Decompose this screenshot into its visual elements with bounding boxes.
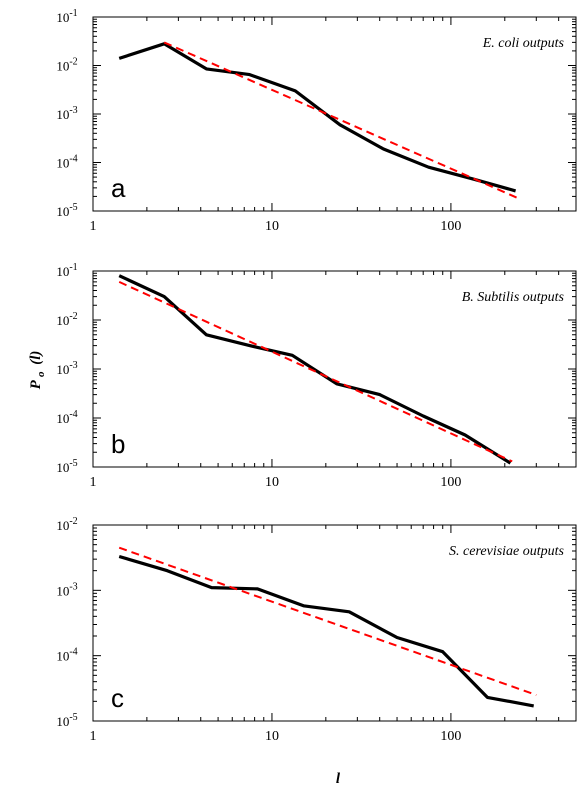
data-line (118, 274, 512, 465)
x-tick-label: 100 (440, 475, 461, 490)
panel-annotation: S. cerevisiae outputs (449, 544, 565, 559)
y-tick-base: 10 (56, 411, 69, 426)
y-tick-exponent: -2 (69, 57, 77, 68)
y-tick-exponent: -1 (69, 8, 77, 19)
y-tick-base: 10 (56, 59, 69, 74)
y-tick-base: 10 (56, 649, 69, 664)
x-tick-label: 1 (90, 729, 97, 744)
y-tick-base: 10 (56, 518, 69, 533)
y-tick-exponent: -5 (69, 458, 77, 469)
y-tick-base: 10 (56, 583, 69, 598)
y-tick-base: 10 (56, 264, 69, 279)
y-tick-exponent: -3 (69, 360, 77, 371)
y-tick-base: 10 (56, 313, 69, 328)
x-tick-label: 100 (440, 729, 461, 744)
y-tick-exponent: -4 (69, 154, 77, 165)
x-tick-label: 10 (265, 219, 279, 234)
fit-line (163, 41, 520, 200)
y-tick-base: 10 (56, 460, 69, 475)
y-tick-exponent: -5 (69, 202, 77, 213)
y-tick-label: 10-4 (56, 409, 77, 426)
y-tick-exponent: -2 (69, 516, 77, 527)
x-tick-label: 1 (90, 475, 97, 490)
y-tick-label: 10-1 (56, 262, 77, 279)
panel-annotation: E. coli outputs (482, 36, 565, 51)
y-axis-label-main: P (28, 379, 44, 389)
x-tick-label: 100 (440, 219, 461, 234)
y-tick-exponent: -2 (69, 311, 77, 322)
y-tick-exponent: -3 (69, 105, 77, 116)
y-tick-base: 10 (56, 362, 69, 377)
panel-letter: c (111, 683, 124, 713)
y-tick-exponent: -5 (69, 712, 77, 723)
y-axis-label-argument: (l) (28, 351, 44, 365)
panel-annotation: B. Subtilis outputs (462, 290, 565, 305)
y-tick-label: 10-3 (56, 105, 77, 122)
y-tick-label: 10-2 (56, 311, 77, 328)
x-axis-label: l (336, 771, 341, 787)
y-tick-label: 10-4 (56, 647, 77, 664)
y-tick-label: 10-5 (56, 202, 77, 219)
y-axis-label-subscript: o (35, 371, 47, 377)
data-line (118, 42, 517, 193)
x-tick-label: 10 (265, 729, 279, 744)
y-tick-exponent: -3 (69, 581, 77, 592)
fit-line (118, 280, 513, 463)
x-tick-label: 10 (265, 475, 279, 490)
y-tick-label: 10-3 (56, 581, 77, 598)
y-tick-exponent: -1 (69, 262, 77, 273)
fit-line (118, 546, 537, 696)
y-tick-base: 10 (56, 107, 69, 122)
y-tick-label: 10-3 (56, 360, 77, 377)
x-tick-label: 1 (90, 219, 97, 234)
y-tick-base: 10 (56, 156, 69, 171)
y-tick-exponent: -4 (69, 409, 77, 420)
y-tick-label: 10-2 (56, 57, 77, 74)
y-axis-label: P o (l) (28, 351, 48, 390)
y-tick-label: 10-1 (56, 8, 77, 25)
y-tick-base: 10 (56, 10, 69, 25)
data-line (118, 554, 534, 708)
y-tick-exponent: -4 (69, 647, 77, 658)
panel-letter: b (111, 429, 125, 459)
plot-frame (92, 524, 577, 722)
y-tick-label: 10-2 (56, 516, 77, 533)
y-tick-base: 10 (56, 714, 69, 729)
y-tick-base: 10 (56, 204, 69, 219)
y-tick-label: 10-4 (56, 154, 77, 171)
y-tick-label: 10-5 (56, 458, 77, 475)
panel-letter: a (111, 173, 126, 203)
y-tick-label: 10-5 (56, 712, 77, 729)
